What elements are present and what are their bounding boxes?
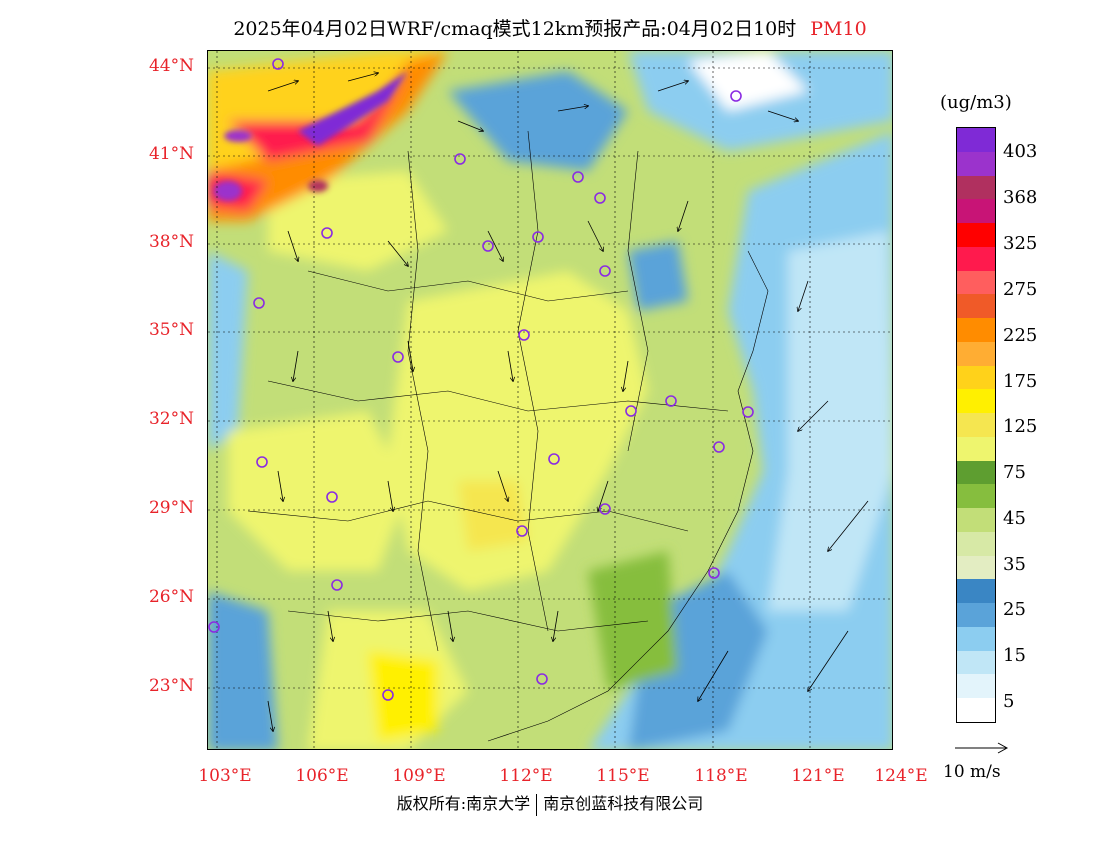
lon-label-124e: 124°E [874, 766, 928, 786]
colorbar-segment [957, 389, 995, 413]
map-title: 2025年04月02日WRF/cmaq模式12km预报产品:04月02日10时 P… [0, 14, 1100, 41]
lon-label-115e: 115°E [596, 766, 650, 786]
legend-label-275: 275 [1003, 279, 1038, 300]
legend-label-5: 5 [1003, 691, 1015, 712]
title-species: PM10 [810, 18, 867, 40]
colorbar-segment [957, 342, 995, 366]
legend-unit: (ug/m3) [940, 92, 1012, 113]
legend-label-125: 125 [1003, 416, 1038, 437]
title-main: 2025年04月02日WRF/cmaq模式12km预报产品:04月02日10时 [233, 18, 797, 40]
colorbar-segment [957, 413, 995, 437]
lat-label-32n: 32°N [148, 409, 194, 429]
colorbar-segment [957, 651, 995, 674]
colorbar-segment [957, 199, 995, 223]
colorbar-segment [957, 128, 995, 152]
province-boundaries [247, 130, 769, 742]
colorbar-segment [957, 461, 995, 484]
colorbar-segment [957, 674, 995, 698]
colorbar-segment [957, 627, 995, 651]
copyright-left: 版权所有:南京大学 [396, 794, 531, 813]
wind-vectors [267, 73, 869, 731]
copyright-divider [536, 793, 538, 816]
legend-label-175: 175 [1003, 371, 1038, 392]
pm10-forecast-map [207, 50, 893, 750]
colorbar-segment [957, 271, 995, 294]
colorbar-segment [957, 176, 995, 199]
legend-label-25: 25 [1003, 599, 1026, 620]
colorbar-segment [957, 484, 995, 508]
lat-label-38n: 38°N [148, 232, 194, 252]
lon-label-118e: 118°E [694, 766, 748, 786]
wind-scale-arrow-icon [955, 742, 1009, 754]
legend-label-403: 403 [1003, 141, 1038, 162]
lon-label-106e: 106°E [295, 766, 349, 786]
colorbar-segment [957, 294, 995, 318]
legend-label-225: 225 [1003, 325, 1038, 346]
lat-label-44n: 44°N [148, 56, 194, 76]
colorbar-segment [957, 603, 995, 627]
legend-label-75: 75 [1003, 462, 1026, 483]
legend-label-15: 15 [1003, 645, 1026, 666]
lat-label-23n: 23°N [148, 676, 194, 696]
legend-label-325: 325 [1003, 233, 1038, 254]
map-canvas [208, 51, 892, 749]
city-markers [208, 58, 754, 701]
colorbar-segment [957, 556, 995, 579]
colorbar-segment [957, 698, 995, 722]
legend-label-45: 45 [1003, 508, 1026, 529]
colorbar-segment [957, 437, 995, 461]
wind-scale-label: 10 m/s [943, 762, 1001, 782]
colorbar-segment [957, 152, 995, 176]
legend-label-35: 35 [1003, 554, 1026, 575]
colorbar-segment [957, 366, 995, 389]
lon-label-103e: 103°E [198, 766, 252, 786]
lon-label-121e: 121°E [791, 766, 845, 786]
colorbar [956, 127, 996, 723]
colorbar-segment [957, 508, 995, 532]
lat-label-26n: 26°N [148, 587, 194, 607]
colorbar-segment [957, 532, 995, 556]
gridlines [208, 51, 892, 749]
copyright: 版权所有:南京大学 南京创蓝科技有限公司 [0, 790, 1100, 816]
colorbar-segment [957, 579, 995, 603]
legend-label-368: 368 [1003, 187, 1038, 208]
colorbar-segment [957, 223, 995, 247]
lat-label-41n: 41°N [148, 144, 194, 164]
lon-label-109e: 109°E [392, 766, 446, 786]
lon-label-112e: 112°E [499, 766, 553, 786]
colorbar-segment [957, 247, 995, 271]
lat-label-35n: 35°N [148, 320, 194, 340]
colorbar-segment [957, 318, 995, 342]
lat-label-29n: 29°N [148, 498, 194, 518]
copyright-right: 南京创蓝科技有限公司 [543, 794, 704, 813]
